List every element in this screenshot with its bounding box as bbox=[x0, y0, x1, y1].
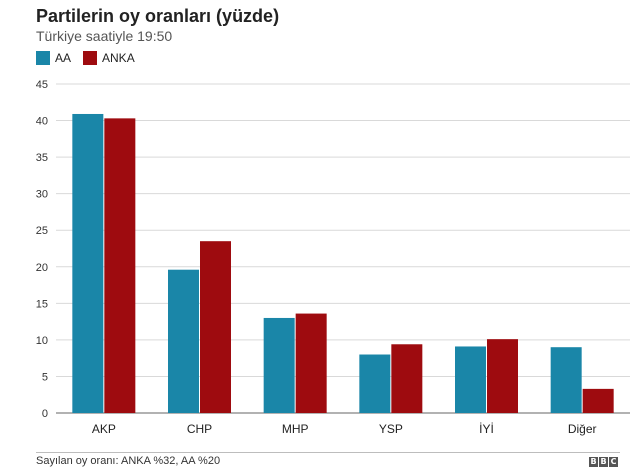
legend: AA ANKA bbox=[36, 51, 147, 65]
footer-divider bbox=[36, 452, 620, 453]
y-tick-label: 0 bbox=[42, 408, 48, 420]
bar-aa-5 bbox=[550, 347, 582, 413]
bbc-logo-letter: C bbox=[609, 457, 618, 467]
y-tick-label: 35 bbox=[36, 152, 48, 164]
legend-label-anka: ANKA bbox=[102, 51, 135, 65]
bar-anka-1 bbox=[200, 241, 231, 413]
x-tick-label: AKP bbox=[92, 422, 116, 436]
y-tick-label: 40 bbox=[36, 116, 48, 128]
legend-swatch-aa bbox=[36, 51, 50, 65]
y-tick-label: 5 bbox=[42, 371, 48, 383]
y-tick-label: 30 bbox=[36, 189, 48, 201]
y-tick-label: 10 bbox=[36, 335, 48, 347]
legend-swatch-anka bbox=[83, 51, 98, 65]
bar-anka-0 bbox=[104, 118, 136, 414]
bar-aa-0 bbox=[72, 113, 104, 413]
x-tick-label: İYİ bbox=[479, 422, 494, 436]
y-tick-label: 25 bbox=[36, 225, 48, 237]
source-note: Sayılan oy oranı: ANKA %32, AA %20 bbox=[36, 455, 221, 467]
bar-anka-5 bbox=[582, 388, 614, 413]
y-tick-label: 45 bbox=[36, 79, 48, 91]
y-tick-label: 15 bbox=[36, 298, 48, 310]
chart-title: Partilerin oy oranları (yüzde) bbox=[36, 6, 280, 26]
legend-item-aa: AA bbox=[36, 51, 71, 65]
y-tick-label: 20 bbox=[36, 262, 48, 274]
bar-anka-2 bbox=[295, 313, 327, 413]
x-tick-label: CHP bbox=[187, 422, 212, 436]
bbc-logo-letter: B bbox=[589, 457, 598, 467]
x-tick-label: YSP bbox=[379, 422, 403, 436]
x-tick-label: Diğer bbox=[568, 422, 597, 436]
chart-subtitle: Türkiye saatiyle 19:50 bbox=[36, 28, 173, 44]
bar-anka-4 bbox=[487, 339, 518, 413]
bbc-logo-letter: B bbox=[599, 457, 608, 467]
x-tick-label: MHP bbox=[282, 422, 309, 436]
legend-label-aa: AA bbox=[55, 51, 72, 65]
bar-aa-2 bbox=[263, 317, 295, 413]
bbc-logo: B B C bbox=[588, 457, 618, 467]
bar-aa-4 bbox=[455, 346, 486, 413]
bar-aa-1 bbox=[168, 269, 199, 413]
bar-anka-3 bbox=[391, 344, 423, 413]
legend-item-anka: ANKA bbox=[83, 51, 135, 65]
bar-aa-3 bbox=[359, 354, 391, 413]
